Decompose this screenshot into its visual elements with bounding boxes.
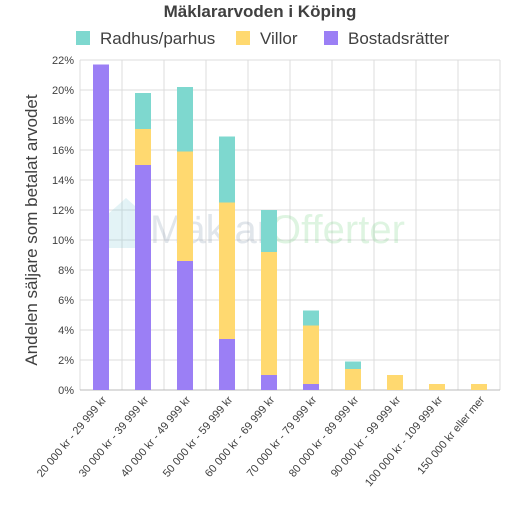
bar-segment [135, 165, 151, 390]
bar-segment [261, 252, 277, 375]
bar-segment [177, 87, 193, 152]
watermark-brand-part1: Mäklar [150, 208, 270, 252]
y-tick-label: 12% [52, 205, 74, 217]
legend-label: Villor [260, 29, 298, 48]
bar-segment [387, 375, 403, 390]
y-tick-label: 4% [58, 325, 74, 337]
bar-segment [177, 151, 193, 261]
x-tick-label: 30 000 kr - 39 999 kr [77, 394, 152, 480]
watermark-text: MäklarOfferter [150, 208, 405, 252]
x-tick-label: 100 000 kr - 109 999 kr [363, 394, 446, 489]
y-tick-label: 16% [52, 145, 74, 157]
bar-segment [429, 384, 445, 390]
legend-swatch [76, 31, 90, 45]
bar-segment [93, 64, 109, 390]
y-tick-label: 14% [52, 175, 74, 187]
y-tick-label: 10% [52, 235, 74, 247]
x-tick-label: 90 000 kr - 99 999 kr [329, 394, 404, 480]
bar-segment [135, 93, 151, 129]
x-tick-label: 60 000 kr - 69 999 kr [203, 394, 278, 480]
bars [93, 64, 487, 390]
legend-label: Radhus/parhus [100, 29, 215, 48]
y-tick-label: 18% [52, 115, 74, 127]
y-tick-label: 22% [52, 55, 74, 67]
legend-swatch [324, 31, 338, 45]
bar-segment [261, 210, 277, 252]
bar-segment [345, 369, 361, 390]
bar-segment [135, 129, 151, 165]
bar-segment [303, 310, 319, 326]
bar-segment [219, 339, 235, 390]
watermark-brand-part2: Offerter [270, 208, 405, 252]
y-axis-label: Andelen säljare som betalat arvodet [22, 94, 41, 365]
x-tick-label: 50 000 kr - 59 999 kr [161, 394, 236, 480]
legend-label: Bostadsrätter [348, 29, 449, 48]
bar-segment [219, 136, 235, 203]
bar-segment [219, 202, 235, 339]
x-tick-label: 40 000 kr - 49 999 kr [119, 394, 194, 480]
chart-title: Mäklararvoden i Köping [164, 2, 357, 21]
bar-segment [471, 384, 487, 390]
bar-segment [345, 361, 361, 369]
y-tick-label: 20% [52, 85, 74, 97]
bar-segment [261, 375, 277, 390]
y-tick-label: 2% [58, 355, 74, 367]
y-tick-label: 0% [58, 385, 74, 397]
y-tick-label: 8% [58, 265, 74, 277]
x-tick-label: 80 000 kr - 89 999 kr [287, 394, 362, 480]
y-axis-ticks: 0% 2% 4% 6% 8% 10% 12% 14% 16% 18% 20% 22% [52, 55, 74, 397]
x-tick-label: 20 000 kr - 29 999 kr [35, 394, 110, 480]
x-tick-label: 70 000 kr - 79 999 kr [245, 394, 320, 480]
y-tick-label: 6% [58, 295, 74, 307]
legend: Radhus/parhus Villor Bostadsrätter [76, 29, 449, 48]
watermark: MäklarOfferter [108, 198, 405, 252]
bar-segment [303, 325, 319, 384]
bar-segment [303, 384, 319, 390]
bar-segment [177, 261, 193, 390]
legend-swatch [236, 31, 250, 45]
